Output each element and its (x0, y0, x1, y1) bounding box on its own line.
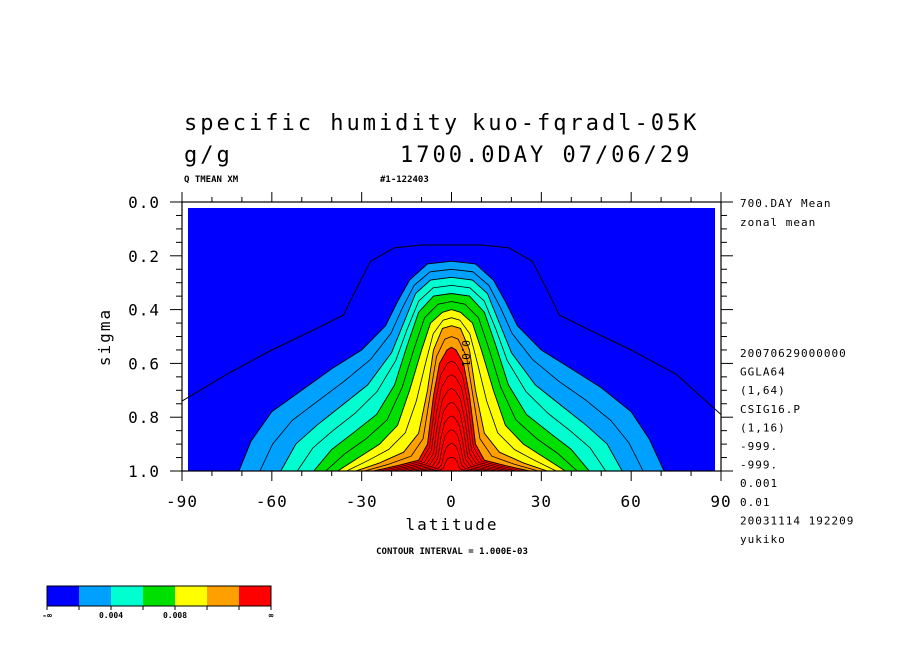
x-tick-label: -30 (346, 492, 378, 511)
x-tick-label: 60 (621, 492, 642, 511)
contour-interval-label: CONTOUR INTERVAL = 1.000E-03 (376, 547, 528, 557)
side-info-bottom-line: (1,16) (740, 421, 786, 434)
y-axis-label: sigma (95, 308, 114, 366)
colorbar-swatch (239, 586, 271, 606)
y-tick-label: 0.6 (128, 354, 160, 373)
side-info-bottom-line: 20031114 192209 (740, 514, 854, 527)
colorbar-label: -∞ (42, 611, 52, 620)
outer-contour-line (182, 244, 721, 415)
side-info-bottom-line: 20070629000000 (740, 347, 847, 360)
colorbar-swatch (175, 586, 207, 606)
core-contour-line (419, 443, 484, 471)
side-info-bottom-line: CSIG16.P (740, 403, 801, 416)
core-contour-line (393, 388, 510, 471)
time-label: 1700.0DAY 07/06/29 (400, 143, 692, 168)
contour-line-1 (296, 284, 607, 471)
side-info-bottom-line: (1,64) (740, 384, 786, 397)
contour-label: 0.01 (459, 340, 472, 367)
x-tick-label: -60 (256, 492, 288, 511)
y-tick-label: 0.8 (128, 408, 160, 427)
colorbar-label: 0.004 (99, 611, 123, 620)
core-contour-line (412, 429, 491, 471)
x-tick-label: 0 (446, 492, 457, 511)
y-tick-label: 1.0 (128, 462, 160, 481)
core-contour-line (406, 415, 497, 471)
colorbar-swatch (111, 586, 143, 606)
x-tick-label: 90 (710, 492, 731, 511)
side-info-bottom-line: 0.01 (740, 496, 771, 509)
units-label: g/g (184, 143, 233, 168)
core-contour-line (425, 456, 478, 471)
colorbar-label: ∞ (269, 611, 274, 620)
contour-line-2 (325, 301, 578, 471)
colorbar-swatch (143, 586, 175, 606)
contour-plot: 0.01 (182, 208, 721, 471)
title-left: specific humidity (184, 111, 460, 136)
contour-line-4 (364, 336, 539, 471)
side-info-bottom-line: 0.001 (740, 477, 778, 490)
x-tick-label: 30 (531, 492, 552, 511)
var-label: Q TMEAN XM (184, 175, 239, 185)
side-info: 700.DAY Mean zonal mean 20070629000000 GGLA… (740, 197, 854, 546)
colorbar-swatch (79, 586, 111, 606)
contour-line-0 (259, 268, 644, 471)
colorbar-frame (46, 585, 272, 607)
side-info-bottom-line: yukiko (740, 533, 786, 546)
side-info-bottom-line: GGLA64 (740, 366, 786, 379)
axes: -90 -60 -30 0 30 60 90 0.0 0.2 0.4 0.6 0.8 1.0 (128, 192, 733, 511)
id-label: #1-122403 (380, 175, 429, 185)
y-tick-label: 0.2 (128, 247, 160, 266)
colorbar-swatch (47, 586, 79, 606)
colorbar-label: 0.008 (163, 611, 187, 620)
fill-level-5 (373, 346, 530, 471)
colorbar: -∞ 0.004 0.008 ∞ (42, 585, 274, 620)
contour-line-3 (346, 317, 557, 471)
side-info-bottom-line: -999. (740, 459, 778, 472)
colorbar-swatch (207, 586, 239, 606)
y-tick-label: 0.4 (128, 301, 160, 320)
side-info-top-line: zonal mean (740, 216, 816, 229)
x-tick-label: -90 (166, 492, 198, 511)
core-contour-line (380, 360, 523, 471)
y-tick-label: 0.0 (128, 193, 160, 212)
title-right: kuo-fqradl-05K (472, 111, 699, 136)
side-info-bottom-line: -999. (740, 440, 778, 453)
side-info-top-line: 700.DAY Mean (740, 197, 831, 210)
core-contour-line (386, 374, 517, 471)
x-axis-label: latitude (405, 515, 498, 534)
core-contour-line (399, 401, 504, 471)
